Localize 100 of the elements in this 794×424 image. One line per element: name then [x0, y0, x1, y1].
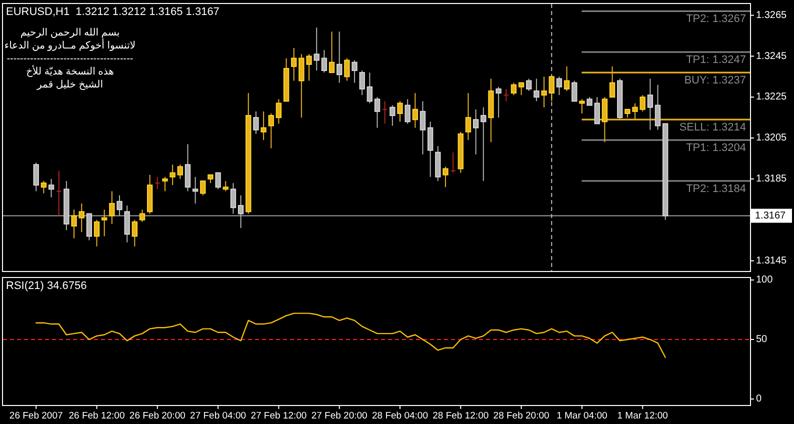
candlestick	[40, 180, 47, 194]
candlestick	[541, 76, 547, 108]
candlestick	[374, 96, 380, 128]
annotation: الشيخ خليل قمر	[36, 80, 103, 91]
candlestick	[71, 209, 77, 239]
candlestick	[640, 94, 646, 112]
candlestick	[472, 108, 479, 155]
candlestick	[116, 194, 122, 216]
candlestick	[268, 112, 274, 149]
x-tick-label: 26 Feb 2007	[9, 410, 63, 422]
candlestick	[170, 164, 176, 186]
x-tick-label: 26 Feb 20:00	[129, 410, 186, 422]
candlestick	[579, 98, 585, 114]
x-tick-label: 1 Mar 12:00	[617, 410, 668, 422]
candlestick	[526, 78, 532, 92]
annotation: بسم الله الرحمن الرحيم	[20, 28, 120, 39]
candlestick	[594, 96, 600, 124]
x-tick-label: 28 Feb 04:00	[372, 410, 428, 422]
y-tick-label: 1.3205	[756, 132, 788, 144]
candlestick	[518, 82, 524, 96]
candlestick	[139, 209, 146, 222]
candlestick	[260, 110, 266, 141]
candlestick	[480, 106, 486, 182]
candlestick	[154, 176, 160, 190]
y-tick-label: 1.3245	[756, 50, 788, 62]
candlestick	[238, 194, 244, 229]
ref-line-label: SELL: 1.3214	[679, 122, 746, 134]
ref-line-label: TP1: 1.3204	[686, 142, 746, 154]
y-tick-label: 50	[756, 334, 768, 346]
line-series	[36, 312, 666, 358]
x-tick-label: 27 Feb 04:00	[190, 410, 246, 422]
annotation: لاتنسوا أخوكم مــادرو من الدعاء	[4, 38, 136, 52]
candlestick	[132, 219, 138, 247]
candlestick	[184, 144, 191, 192]
candlestick	[404, 98, 410, 124]
candlestick	[359, 70, 365, 96]
candlestick	[101, 209, 108, 237]
candlestick	[215, 172, 221, 190]
candlestick	[33, 162, 39, 192]
candlestick	[291, 48, 297, 82]
candlestick	[548, 76, 554, 102]
ref-line-label: 1.3167	[755, 210, 786, 222]
candlestick	[78, 202, 84, 233]
candlestick	[344, 58, 350, 82]
candlestick	[450, 152, 456, 174]
candlestick	[420, 100, 426, 155]
candlestick	[496, 86, 502, 118]
candlestick	[556, 76, 562, 96]
candlestick	[442, 166, 448, 188]
candlestick	[510, 82, 517, 96]
candlestick	[200, 180, 206, 196]
candlestick	[253, 110, 259, 134]
chart-title: EURUSD,H1 1.3212 1.3212 1.3165 1.3167	[6, 6, 220, 18]
y-tick-label: 1.3265	[756, 10, 788, 21]
x-tick-label: 28 Feb 12:00	[432, 410, 489, 422]
ref-line-label: TP1: 1.3247	[686, 54, 746, 66]
candlestick	[465, 92, 472, 141]
y-tick-label: 1.3185	[756, 174, 788, 185]
candlestick	[534, 78, 540, 102]
x-tick-label: 27 Feb 20:00	[311, 410, 368, 422]
candlestick	[86, 213, 92, 241]
annotation: هذه النسخة هديّة للأخ	[26, 64, 114, 78]
candlestick	[336, 31, 342, 84]
chart-title: RSI(21) 34.6756	[6, 280, 87, 292]
candlestick	[647, 78, 654, 130]
x-tick-label: 1 Mar 04:00	[556, 410, 608, 422]
candlestick	[124, 205, 130, 243]
y-tick-label: 100	[756, 274, 774, 286]
x-tick-label: 27 Feb 12:00	[250, 410, 307, 422]
ref-line-label: TP2: 1.3267	[686, 13, 746, 26]
candlestick	[412, 92, 418, 128]
ref-line-label: BUY: 1.3237	[684, 74, 746, 87]
candlestick	[503, 88, 509, 102]
x-tick-label: 26 Feb 12:00	[68, 410, 125, 422]
y-tick-label: 0	[756, 394, 762, 405]
candlestick	[564, 66, 570, 92]
candlestick	[192, 176, 198, 204]
candlestick	[276, 98, 282, 124]
ref-line-label: TP2: 1.3184	[686, 182, 746, 195]
candlestick	[48, 178, 54, 198]
candlestick	[572, 80, 578, 102]
candlestick	[162, 176, 168, 192]
candlestick	[366, 72, 373, 104]
candlestick	[177, 164, 184, 180]
y-tick-label: 1.3145	[756, 255, 788, 266]
candlestick	[321, 50, 328, 74]
candlestick	[654, 84, 661, 130]
candlestick	[56, 170, 62, 216]
candlestick	[314, 27, 320, 72]
candlestick	[230, 182, 236, 214]
annotation: --------------------------------------	[6, 54, 134, 65]
candlestick	[382, 100, 388, 124]
candlestick	[109, 190, 115, 224]
candlestick	[397, 100, 403, 122]
candlestick	[94, 219, 100, 247]
candlestick	[222, 180, 228, 192]
candlestick	[328, 31, 335, 74]
candlestick	[427, 121, 434, 178]
candlestick	[352, 60, 358, 84]
candlestick	[390, 104, 396, 126]
